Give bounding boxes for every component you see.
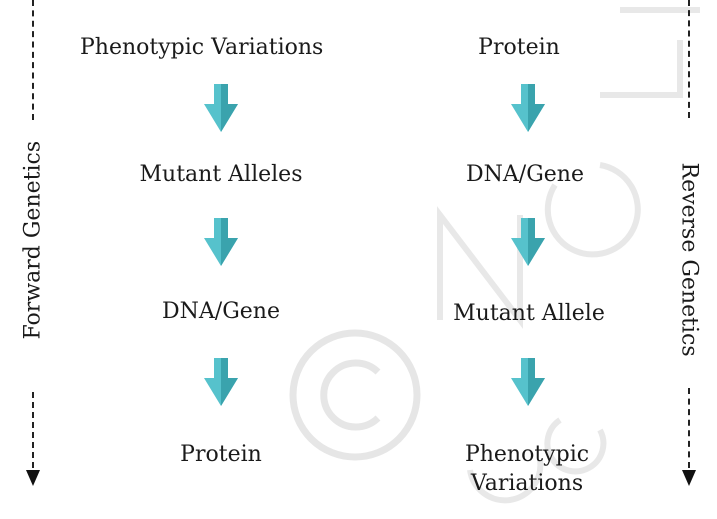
forward-dashed-line-bottom [32,392,34,468]
left-step-protein: Protein [180,442,262,467]
left-step-dna-gene: DNA/Gene [162,299,280,324]
down-arrowhead-icon [682,470,696,486]
down-arrowhead-icon [26,470,40,486]
left-step-mutant-alleles: Mutant Alleles [139,162,303,187]
down-arrow-icon [511,84,545,132]
copyright-icon [289,329,421,461]
left-step-phenotypic-variations: Phenotypic Variations [80,35,324,60]
reverse-dashed-line-bottom [688,388,690,468]
down-arrow-icon [204,84,238,132]
down-arrow-icon [511,218,545,266]
down-arrow-icon [204,358,238,406]
down-arrow-icon [511,358,545,406]
right-step-phenotypic: Phenotypic [464,442,590,467]
right-step-dna-gene: DNA/Gene [466,162,584,187]
reverse-dashed-line-top [688,0,690,118]
forward-dashed-line-top [32,0,34,120]
reverse-genetics-label: Reverse Genetics [676,162,702,357]
down-arrow-icon [204,218,238,266]
right-step-protein: Protein [478,35,560,60]
forward-genetics-label: Forward Genetics [20,140,46,340]
right-step-mutant-allele: Mutant Allele [453,301,605,326]
watermark-letters [437,7,700,329]
right-step-variations: Variations [470,471,584,496]
